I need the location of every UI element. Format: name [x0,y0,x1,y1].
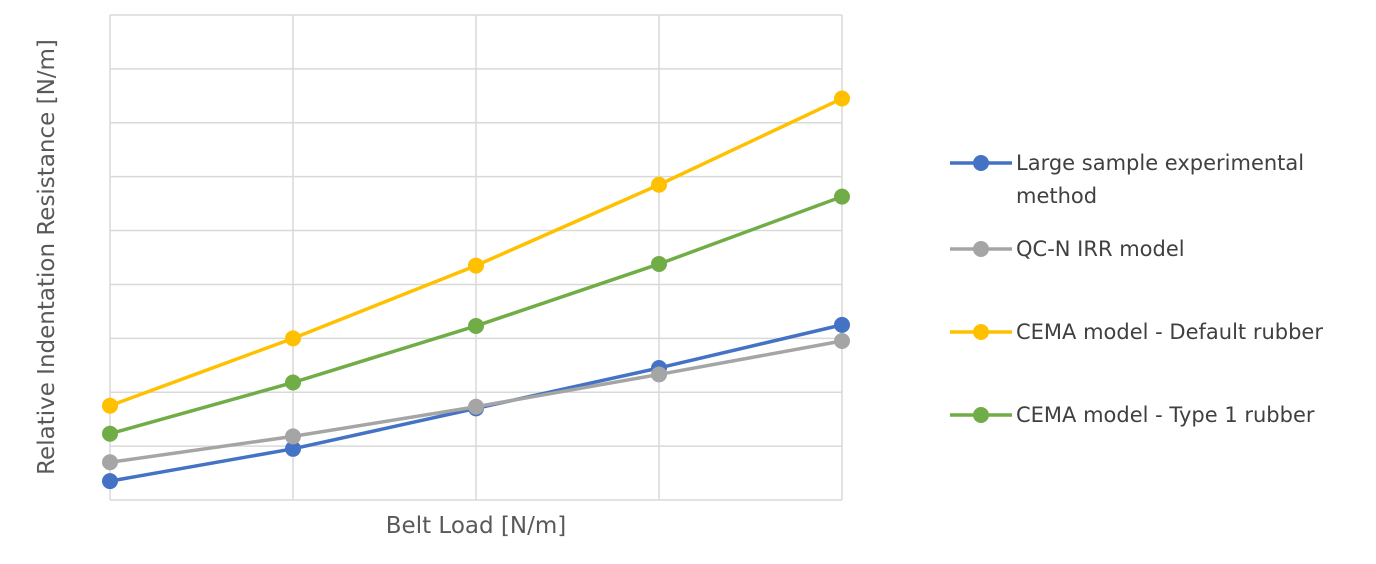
legend-marker [973,407,989,423]
data-point [651,176,667,193]
data-point [834,90,850,107]
data-point [834,188,850,205]
legend-label: QC-N IRR model [1016,237,1185,261]
data-point [834,316,850,333]
data-point [102,425,118,442]
legend-entry-2: QC-N IRR model [950,237,1185,261]
y-axis-title: Relative Indentation Resistance [N/m] [34,39,60,475]
legend-marker [973,241,989,257]
data-point [468,398,484,415]
legend: Large sample experimental method QC-N IRR … [950,151,1323,427]
data-point [468,317,484,334]
series-3 [102,90,850,414]
data-point [285,330,301,347]
legend-label-line: method [1016,184,1097,208]
data-point [651,366,667,383]
legend-label: CEMA model - Default rubber [1016,320,1323,344]
data-point [651,255,667,272]
legend-entry-4: CEMA model - Type 1 rubber [950,403,1315,427]
data-point [285,374,301,391]
data-point [285,440,301,457]
legend-label: CEMA model - Type 1 rubber [1016,403,1315,427]
legend-entry-3: CEMA model - Default rubber [950,320,1323,344]
gridlines [109,14,843,501]
legend-marker [973,324,989,340]
data-point [285,428,301,445]
series-layer [102,90,850,490]
data-point [102,397,118,414]
data-point [102,473,118,490]
data-point [834,333,850,350]
data-point [468,257,484,274]
legend-marker [973,155,989,171]
legend-label-line: Large sample experimental [1016,151,1304,175]
x-axis-title: Belt Load [N/m] [386,513,566,539]
data-point [102,454,118,471]
series-4 [102,188,850,442]
series-2 [102,333,850,471]
legend-label: Large sample experimental method [1016,151,1304,208]
legend-entry-1: Large sample experimental method [950,151,1304,208]
